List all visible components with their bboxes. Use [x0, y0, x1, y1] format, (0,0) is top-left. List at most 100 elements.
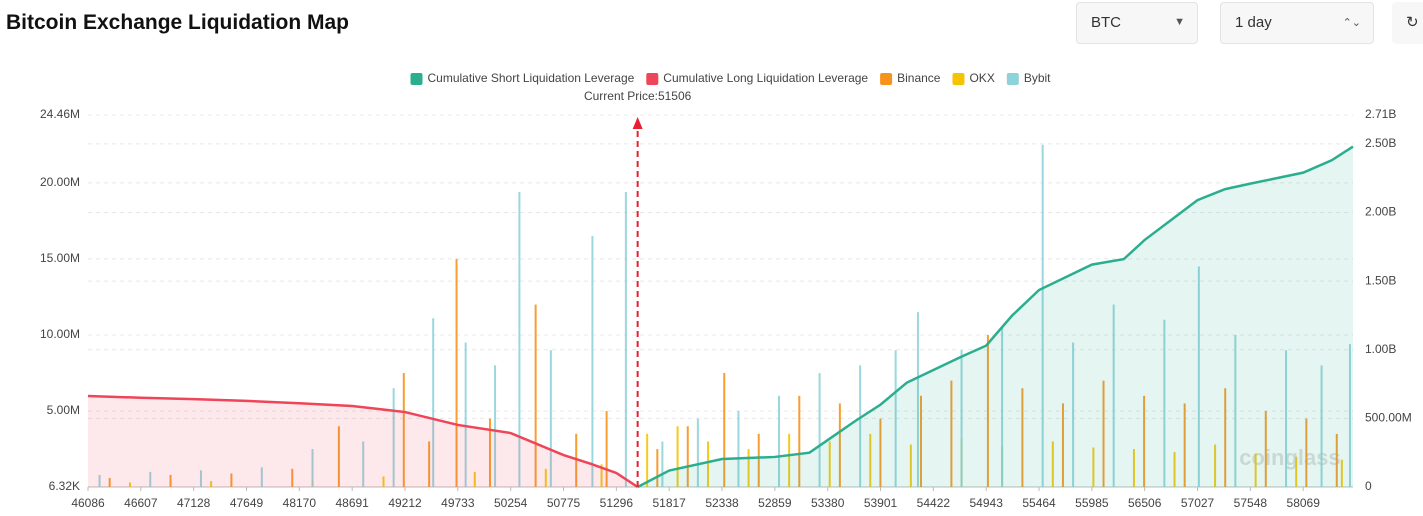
- bar: [1335, 433, 1338, 487]
- bar: [646, 433, 649, 487]
- bar: [1143, 395, 1146, 487]
- area-line: [637, 145, 1354, 489]
- x-tick-label: 46607: [124, 496, 158, 510]
- range-select-text: 1 day: [1235, 14, 1272, 31]
- bar: [1132, 449, 1135, 487]
- legend-label: Binance: [897, 71, 941, 85]
- bar: [1041, 144, 1044, 487]
- bar: [1285, 350, 1288, 487]
- bar: [696, 418, 699, 487]
- bar: [707, 441, 710, 487]
- y-tick-label: 10.00M: [40, 327, 80, 341]
- x-tick-label: 57027: [1181, 496, 1215, 510]
- y2-tick-label: 500.00M: [1365, 411, 1412, 425]
- x-tick-label: 51817: [652, 496, 686, 510]
- current-price-arrowhead: [632, 117, 643, 129]
- bar: [1021, 388, 1024, 487]
- bar: [1102, 380, 1105, 487]
- area-fill: [637, 146, 1353, 487]
- bar: [909, 444, 912, 487]
- bar: [291, 468, 294, 487]
- bar: [428, 441, 431, 487]
- bar: [1340, 459, 1343, 487]
- legend-label: Cumulative Short Liquidation Leverage: [427, 71, 634, 85]
- bar: [919, 395, 922, 487]
- bar: [1348, 344, 1351, 487]
- x-tick-label: 57548: [1234, 496, 1268, 510]
- bar: [1092, 447, 1095, 487]
- x-tick-label: 49212: [388, 496, 422, 510]
- y-tick-label: 20.00M: [40, 175, 80, 189]
- x-tick-label: 50254: [494, 496, 528, 510]
- bar: [1295, 456, 1298, 487]
- bar: [473, 471, 476, 487]
- bar: [432, 318, 435, 487]
- bar: [549, 350, 552, 487]
- bar: [869, 433, 872, 487]
- bar: [950, 380, 953, 487]
- x-tick-label: 55985: [1075, 496, 1109, 510]
- bar: [518, 191, 521, 487]
- bar: [723, 373, 726, 487]
- range-select[interactable]: 1 day ⌃⌄: [1220, 2, 1374, 44]
- bar: [818, 373, 821, 487]
- x-tick-label: 47649: [230, 496, 264, 510]
- x-tick-label: 48691: [335, 496, 369, 510]
- bar: [544, 468, 547, 487]
- y2-tick-label: 0: [1365, 479, 1372, 493]
- y-tick-label: 6.32K: [49, 479, 80, 493]
- x-tick-label: 49733: [441, 496, 475, 510]
- current-price-label: Current Price:51506: [584, 89, 692, 103]
- bar: [1234, 334, 1237, 487]
- caret: ⌃⌄: [1342, 17, 1361, 29]
- bar: [494, 365, 497, 487]
- y2-tick-label: 2.00B: [1365, 205, 1396, 219]
- refresh-button[interactable]: ↻: [1392, 2, 1423, 44]
- coin-select[interactable]: BTC ▼: [1076, 2, 1198, 44]
- bar: [337, 426, 340, 487]
- legend-label: Cumulative Long Liquidation Leverage: [663, 71, 868, 85]
- bar: [1197, 266, 1200, 487]
- bar: [661, 441, 664, 487]
- y-tick-label: 15.00M: [40, 251, 80, 265]
- bar: [575, 433, 578, 487]
- bar: [1224, 388, 1227, 487]
- bar: [392, 388, 395, 487]
- bar: [128, 482, 131, 487]
- bar: [737, 411, 740, 487]
- x-tick-label: 53380: [811, 496, 845, 510]
- legend-swatch: [646, 73, 659, 85]
- bar: [108, 477, 111, 487]
- bar: [916, 312, 919, 487]
- x-tick-label: 55464: [1022, 496, 1056, 510]
- legend: Cumulative Short Liquidation Leverage Cum…: [410, 71, 1051, 85]
- bar: [98, 474, 101, 487]
- bar: [199, 470, 202, 487]
- bar: [656, 449, 659, 487]
- bar: [1051, 441, 1054, 487]
- bar: [686, 426, 689, 487]
- page-title: Bitcoin Exchange Liquidation Map: [6, 11, 350, 34]
- x-tick-label: 53901: [864, 496, 898, 510]
- bar: [1112, 304, 1115, 487]
- y2-tick-label: 2.50B: [1365, 136, 1396, 150]
- bar: [402, 373, 405, 487]
- x-tick-label: 46086: [71, 496, 105, 510]
- bar: [894, 350, 897, 487]
- bar: [1001, 327, 1004, 487]
- bar: [1183, 403, 1186, 487]
- bar: [778, 395, 781, 487]
- bar: [747, 449, 750, 487]
- bar: [534, 304, 537, 487]
- bar: [600, 464, 603, 487]
- bar: [260, 467, 263, 487]
- bar: [169, 474, 172, 487]
- bar: [788, 433, 791, 487]
- caret: ▼: [1174, 16, 1185, 28]
- legend-swatch: [880, 73, 893, 85]
- x-tick-label: 52338: [705, 496, 739, 510]
- bar: [1072, 342, 1075, 487]
- x-tick-label: 47128: [177, 496, 211, 510]
- legend-swatch: [952, 73, 965, 85]
